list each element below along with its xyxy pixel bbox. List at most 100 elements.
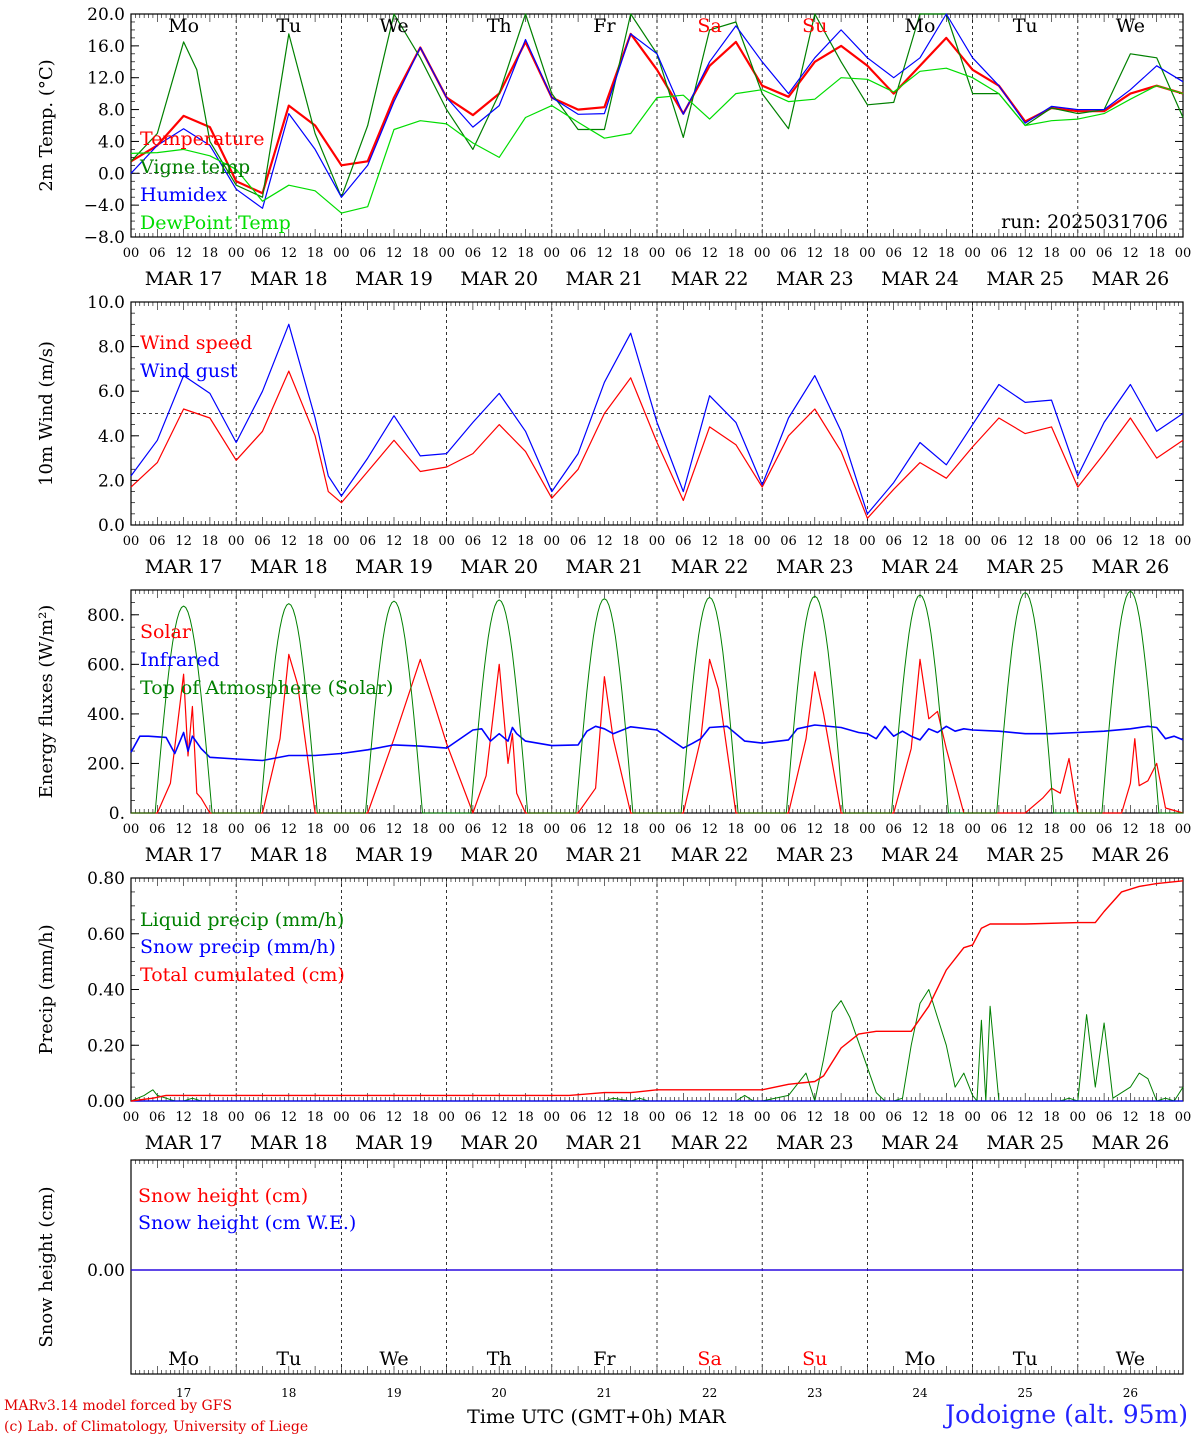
weekday-label: Th [487,15,512,37]
hour-tick-label: 12 [1122,246,1139,261]
hour-tick-label: 12 [175,246,192,261]
date-label: MAR 23 [776,844,854,866]
hour-tick-label: 00 [754,534,771,549]
hour-tick-label: 06 [780,246,797,261]
hour-tick-label: 00 [649,1110,666,1125]
y-tick-label: −8.0 [84,228,125,248]
hour-tick-label: 18 [307,534,324,549]
weekday-label: Fr [593,15,616,37]
date-label: MAR 22 [671,844,749,866]
lab-credit: (c) Lab. of Climatology, University of L… [4,1419,309,1435]
hour-tick-label: 18 [1043,246,1060,261]
hour-tick-label: 18 [202,534,219,549]
hour-tick-label: 00 [754,246,771,261]
hour-tick-label: 06 [991,822,1008,837]
hour-tick-label: 12 [912,246,929,261]
date-label: MAR 24 [881,268,959,290]
hour-tick-label: 00 [649,534,666,549]
hour-tick-label: 06 [465,822,482,837]
hour-tick-label: 12 [1017,1110,1034,1125]
panel-2: 10.0 8.0 6.0 4.0 2.0 0.0 10m Wind (m/s) Wind sp… [36,293,1191,578]
hour-tick-label: 18 [938,534,955,549]
hour-tick-label: 00 [544,534,561,549]
hour-tick-label: 00 [1175,534,1192,549]
hour-tick-label: 12 [596,534,613,549]
y-axis-label: Precip (mm/h) [36,924,57,1054]
hour-tick-label: 00 [228,246,245,261]
legend-entry: DewPoint Temp [140,212,291,234]
y-tick-label: 0. [109,804,125,824]
hour-tick-label: 06 [780,534,797,549]
y-tick-label: 6.0 [98,382,125,402]
hour-tick-label: 00 [649,822,666,837]
date-label: MAR 19 [355,268,433,290]
hour-tick-label: 12 [701,246,718,261]
y-tick-label: 600. [87,655,125,675]
series-line-top-of-atmosphere-solar [131,590,1183,814]
hour-tick-label: 06 [1096,246,1113,261]
hour-tick-label: 00 [544,1110,561,1125]
y-tick-label: 0.00 [87,1261,125,1281]
hour-tick-label: 18 [622,534,639,549]
hour-tick-label: 18 [728,534,745,549]
month-label: MAR [678,1406,726,1428]
series-line-humidex [130,13,1184,209]
hour-tick-label: 00 [333,822,350,837]
hour-tick-label: 06 [359,246,376,261]
hour-tick-label: 18 [1043,1110,1060,1125]
legend-entry: Humidex [140,184,227,206]
hour-tick-label: 12 [1122,534,1139,549]
hour-tick-label: 12 [386,822,403,837]
day-number-label: 25 [1018,1386,1033,1400]
hour-tick-label: 00 [438,246,455,261]
hour-tick-label: 18 [1148,1110,1165,1125]
date-label: MAR 26 [1092,844,1170,866]
hour-tick-label: 00 [438,534,455,549]
date-label: MAR 24 [881,844,959,866]
y-tick-label: 16.0 [87,37,125,57]
hour-tick-label: 06 [254,1110,271,1125]
hour-tick-label: 18 [517,822,534,837]
y-axis-label: 10m Wind (m/s) [36,341,57,486]
hour-tick-label: 12 [596,246,613,261]
y-tick-label: 0.0 [98,164,125,184]
hour-tick-label: 06 [991,1110,1008,1125]
legend-entry: Top of Atmosphere (Solar) [140,677,393,699]
hour-tick-label: 00 [1175,246,1192,261]
hour-tick-label: 12 [175,534,192,549]
hour-tick-label: 00 [1070,534,1087,549]
y-tick-label: 0.20 [87,1036,125,1056]
date-label: MAR 18 [250,556,328,578]
hour-tick-label: 12 [1017,534,1034,549]
hour-tick-label: 18 [938,1110,955,1125]
date-label: MAR 19 [355,556,433,578]
date-label: MAR 23 [776,556,854,578]
panel-4: 0.80 0.60 0.40 0.20 0.00 Precip (mm/h) Liquid … [36,869,1191,1154]
y-tick-label: 12.0 [87,69,125,89]
date-label: MAR 23 [776,1132,854,1154]
hour-tick-label: 18 [517,534,534,549]
hour-tick-label: 18 [1148,246,1165,261]
series-line-wind-gust [130,323,1184,515]
hour-tick-label: 18 [1043,534,1060,549]
y-tick-label: 0.60 [87,925,125,945]
hour-tick-label: 00 [544,822,561,837]
legend-entry: Temperature [140,128,264,150]
y-tick-label: 800. [87,606,125,626]
hour-tick-label: 00 [859,534,876,549]
hour-tick-label: 06 [991,534,1008,549]
hour-tick-label: 18 [202,822,219,837]
date-label: MAR 20 [460,1132,538,1154]
weekday-label: Mo [905,1348,936,1370]
hour-tick-label: 12 [491,1110,508,1125]
date-label: MAR 18 [250,844,328,866]
y-axis-label: 2m Temp. (°C) [36,59,57,191]
hour-tick-label: 12 [596,822,613,837]
hour-tick-label: 00 [859,1110,876,1125]
legend-entry: Solar [140,621,192,643]
hour-tick-label: 06 [570,822,587,837]
legend-entry: Total cumulated (cm) [140,964,345,986]
series-line-solar [131,653,1184,814]
y-tick-label: 4.0 [98,427,125,447]
weekday-label: Su [802,15,827,37]
